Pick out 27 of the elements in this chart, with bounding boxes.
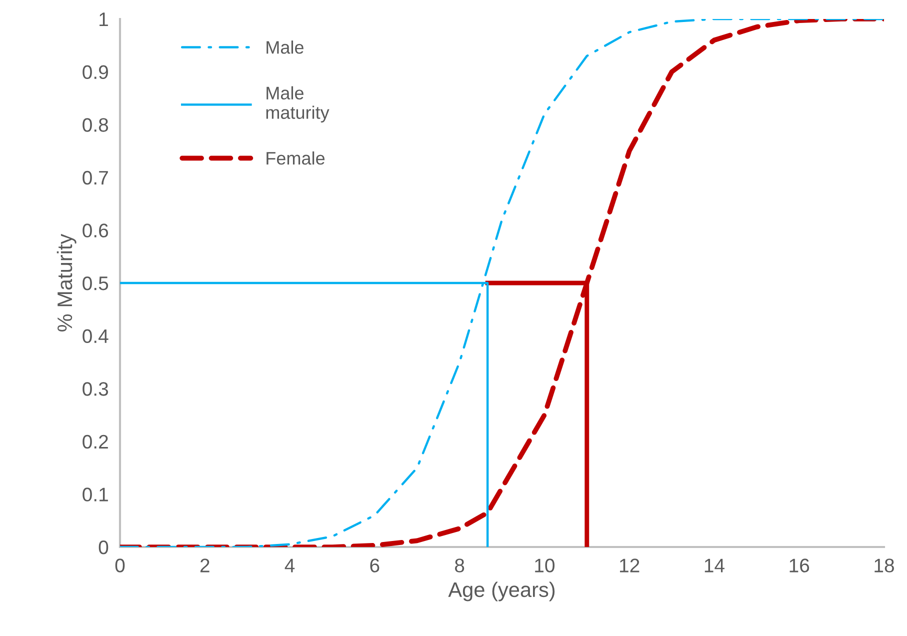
y-tick-label: 0.6 (82, 224, 108, 238)
y-tick-label: 0.1 (82, 488, 108, 502)
line-series (120, 19, 884, 547)
legend-label: Female (266, 151, 325, 165)
x-tick-label: 10 (535, 558, 554, 572)
y-tick-label: 0.5 (82, 276, 108, 290)
y-tick-label: 0.9 (82, 65, 108, 80)
y-tick-label: 0.3 (82, 382, 108, 396)
x-tick-label: 18 (874, 558, 894, 572)
y-tick-label: 0.7 (82, 170, 108, 185)
y-tick-label: 0.8 (82, 118, 108, 132)
x-tick-label: 4 (284, 558, 295, 572)
x-tick-label: 0 (115, 558, 125, 572)
x-axis-title: Age (years) (448, 582, 555, 602)
x-tick-label: 6 (370, 558, 380, 572)
x-tick-label: 12 (620, 558, 640, 572)
y-tick-label: 0 (98, 540, 108, 554)
x-tick-label: 16 (790, 558, 810, 572)
x-tick-label: 8 (454, 558, 464, 572)
legend-label: Male (266, 40, 304, 54)
legend-label: Male maturity (266, 86, 330, 123)
y-tick-label: 0.2 (82, 434, 108, 449)
y-tick-label: 1 (100, 12, 108, 26)
x-tick-label: 2 (200, 558, 210, 572)
y-axis-title: % Maturity (56, 234, 76, 332)
x-tick-label: 14 (704, 558, 724, 572)
y-tick-label: 0.4 (82, 329, 108, 344)
